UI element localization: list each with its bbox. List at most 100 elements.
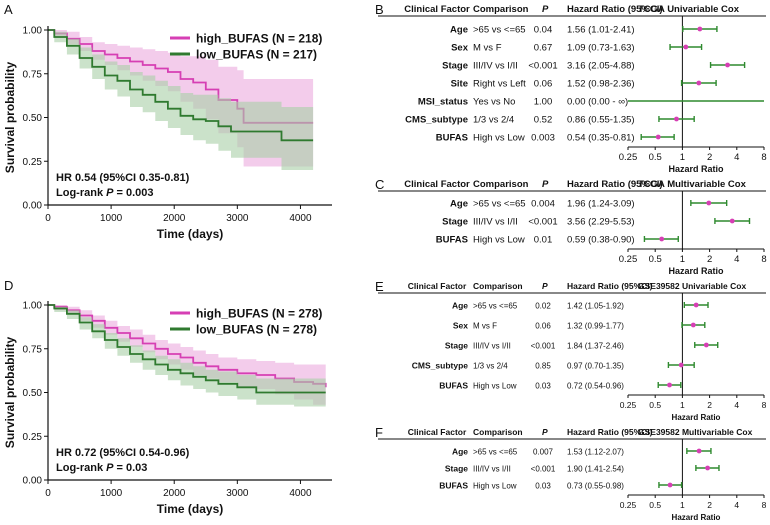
legend-label: low_BUFAS (N = 217) — [196, 48, 317, 62]
hr-axis-label: Hazard Ratio — [668, 266, 724, 276]
panel-label: A — [4, 2, 13, 17]
row-hazard-ratio: 0.86 (0.55-1.35) — [567, 115, 635, 126]
header-comparison: Comparison — [473, 4, 529, 15]
row-comparison: III/IV vs I/II — [473, 465, 511, 474]
y-tick-label: 0.50 — [23, 388, 43, 399]
x-tick-label: 0 — [45, 213, 51, 224]
row-comparison: III/IV vs I/II — [473, 217, 518, 228]
row-hazard-ratio: 1.84 (1.37-2.46) — [567, 342, 624, 351]
x-tick-label: 1000 — [100, 488, 123, 499]
hr-annotation: HR 0.54 (95%CI 0.35-0.81) — [56, 172, 190, 184]
hr-tick-label: 1 — [680, 500, 685, 510]
row-factor: CMS_subtype — [412, 361, 468, 371]
row-hazard-ratio: 0.59 (0.38-0.90) — [567, 235, 635, 246]
y-tick-label: 1.00 — [23, 26, 43, 37]
hazard-ratio-point — [706, 200, 712, 206]
x-axis-label: Time (days) — [157, 227, 223, 241]
hr-tick-label: 8 — [762, 400, 767, 410]
hr-tick-label: 0.5 — [649, 400, 661, 410]
hr-tick-label: 1 — [680, 152, 685, 163]
row-comparison: 1/3 vs 2/4 — [473, 115, 514, 126]
row-comparison: M vs F — [473, 43, 502, 54]
survival-line — [48, 304, 327, 388]
hazard-ratio-point — [678, 362, 684, 368]
header-clinical-factor: Clinical Factor — [404, 4, 470, 15]
hazard-ratio-point — [693, 302, 699, 308]
panel-title: GSE39582 Multivariable Cox — [638, 427, 753, 437]
y-tick-label: 0.00 — [23, 476, 43, 487]
hr-tick-label: 1 — [680, 254, 685, 265]
row-factor: Stage — [445, 464, 468, 474]
row-factor: Sex — [451, 43, 469, 54]
logrank-prefix: Log-rank — [56, 462, 106, 474]
hr-tick-label: 2 — [707, 500, 712, 510]
row-comparison: Yes vs No — [473, 97, 515, 108]
x-tick-label: 1000 — [100, 213, 123, 224]
row-comparison: 1/3 vs 2/4 — [473, 362, 508, 371]
x-tick-label: 4000 — [289, 488, 312, 499]
hazard-ratio-point — [725, 62, 730, 68]
hr-tick-label: 8 — [761, 254, 766, 265]
row-hazard-ratio: 1.09 (0.73-1.63) — [567, 43, 635, 54]
x-axis-label: Time (days) — [157, 502, 223, 516]
row-factor: Stage — [445, 341, 468, 351]
hr-tick-label: 8 — [761, 152, 766, 163]
header-p: P — [542, 281, 548, 291]
hazard-ratio-point — [683, 44, 689, 50]
y-tick-label: 1.00 — [23, 301, 43, 312]
row-comparison: >65 vs <=65 — [473, 302, 518, 311]
row-hazard-ratio: 0.00 (0.00 - ∞) — [567, 97, 628, 108]
row-hazard-ratio: 3.16 (2.05-4.88) — [567, 61, 635, 72]
header-p: P — [542, 427, 548, 437]
row-p: 0.004 — [531, 199, 555, 210]
y-tick-label: 0.50 — [23, 113, 43, 124]
y-tick-label: 0.25 — [23, 157, 43, 168]
logrank-annotation: Log-rank P = 0.003 — [56, 187, 154, 199]
hr-tick-label: 0.5 — [649, 500, 661, 510]
x-tick-label: 4000 — [289, 213, 312, 224]
hr-tick-label: 2 — [707, 400, 712, 410]
hazard-ratio-point — [674, 116, 679, 122]
y-tick-label: 0.75 — [23, 69, 43, 80]
row-comparison: High vs Low — [473, 482, 517, 491]
hr-tick-label: 8 — [762, 500, 767, 510]
confidence-band — [48, 30, 314, 170]
hazard-ratio-point — [729, 218, 735, 224]
logrank-p: P — [106, 187, 114, 199]
hr-tick-label: 0.25 — [620, 500, 637, 510]
x-tick-label: 3000 — [226, 488, 249, 499]
row-comparison: III/IV vs I/II — [473, 342, 511, 351]
hazard-ratio-point — [690, 322, 696, 328]
header-hazard-ratio: Hazard Ratio (95%CI) — [567, 281, 653, 291]
row-factor: BUFAS — [439, 481, 468, 491]
row-hazard-ratio: 1.96 (1.24-3.09) — [567, 199, 635, 210]
hr-tick-label: 0.5 — [649, 254, 662, 265]
row-comparison: Right vs Left — [473, 79, 526, 90]
panel-label: E — [375, 279, 384, 294]
row-p: <0.001 — [531, 465, 556, 474]
x-tick-label: 2000 — [163, 488, 186, 499]
panel-label: F — [375, 425, 383, 440]
km-panel-a: A 0.00 0.25 0.50 0.75 1.00 0 1000 2000 3000 4000 Ti… — [3, 2, 332, 241]
y-tick-label: 0.00 — [23, 201, 43, 212]
hr-tick-label: 2 — [707, 152, 712, 163]
row-factor: Age — [450, 25, 468, 36]
row-factor: MSI_status — [418, 97, 468, 108]
legend-label: high_BUFAS (N = 218) — [196, 32, 322, 46]
header-clinical-factor: Clinical Factor — [408, 281, 467, 291]
header-comparison: Comparison — [473, 427, 523, 437]
row-p: 0.003 — [531, 133, 555, 144]
row-hazard-ratio: 1.32 (0.99-1.77) — [567, 322, 624, 331]
row-p: 0.06 — [534, 79, 553, 90]
x-tick-label: 0 — [45, 488, 51, 499]
logrank-value: = 0.003 — [113, 187, 153, 199]
y-axis-label: Survival probability — [3, 336, 17, 448]
hr-tick-label: 0.25 — [619, 152, 638, 163]
row-p: 0.01 — [534, 235, 553, 246]
row-factor: CMS_subtype — [405, 115, 468, 126]
row-hazard-ratio: 0.72 (0.54-0.96) — [567, 382, 624, 391]
hr-tick-label: 4 — [734, 400, 739, 410]
panel-label: B — [375, 2, 384, 17]
header-hazard-ratio: Hazard Ratio (95%CI) — [567, 427, 653, 437]
row-hazard-ratio: 1.53 (1.12-2.07) — [567, 448, 624, 457]
